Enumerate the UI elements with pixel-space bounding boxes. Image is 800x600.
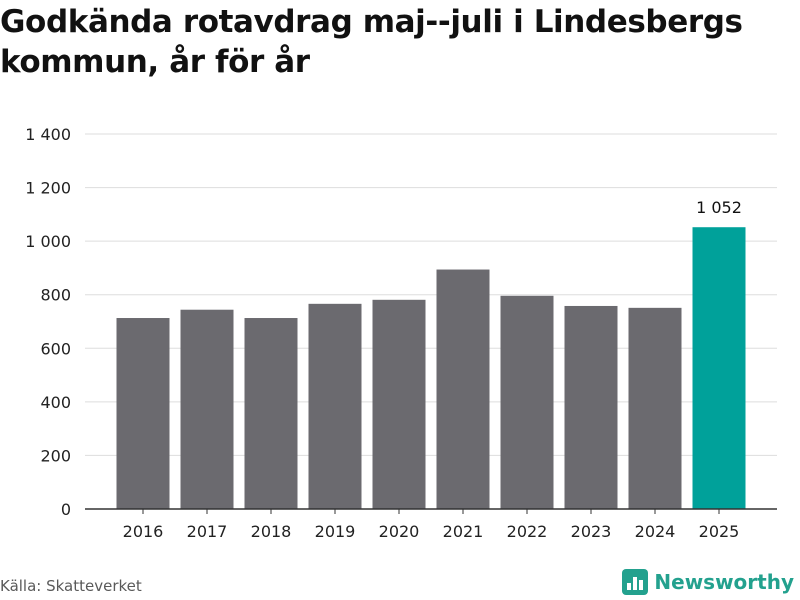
x-tick-label: 2024 (635, 522, 676, 541)
x-tick-label: 2020 (379, 522, 420, 541)
bar (180, 309, 234, 509)
bar (372, 299, 426, 509)
bar (308, 303, 362, 509)
brand-logo: Newsworthy (622, 569, 794, 595)
x-tick-labels: 2016 2017 2018 2019 2020 2021 2022 2023 2024 2025 (123, 522, 740, 541)
x-tick-label: 2025 (699, 522, 740, 541)
brand-name: Newsworthy (654, 570, 794, 594)
bar (116, 318, 170, 509)
data-label: 1 052 (696, 198, 742, 217)
x-tick-label: 2019 (315, 522, 356, 541)
y-tick-label: 200 (40, 446, 71, 465)
bar (244, 318, 298, 509)
y-tick-label: 1 200 (25, 179, 71, 198)
chart-title: Godkända rotavdrag maj--juli i Lindesber… (0, 4, 743, 80)
y-tick-label: 400 (40, 393, 71, 412)
y-tick-label: 800 (40, 286, 71, 305)
newsworthy-logo-icon (622, 569, 649, 595)
data-labels: 1 052 (696, 198, 742, 217)
bar (436, 269, 490, 509)
bar (500, 295, 554, 509)
x-tick-label: 2021 (443, 522, 484, 541)
x-axis (85, 508, 777, 514)
bars (116, 227, 746, 509)
x-tick-label: 2016 (123, 522, 164, 541)
y-tick-labels: 0 200 400 600 800 1 000 1 200 1 400 (25, 125, 71, 519)
x-tick-label: 2023 (571, 522, 612, 541)
y-tick-label: 0 (61, 500, 71, 519)
x-tick-label: 2018 (251, 522, 292, 541)
bar (628, 307, 682, 509)
y-tick-label: 600 (40, 339, 71, 358)
y-tick-label: 1 000 (25, 232, 71, 251)
source-note: Källa: Skatteverket (0, 577, 142, 595)
y-tick-label: 1 400 (25, 125, 71, 144)
bar (564, 305, 618, 509)
bar-highlight (692, 227, 746, 509)
x-tick-label: 2022 (507, 522, 548, 541)
x-tick-label: 2017 (187, 522, 228, 541)
